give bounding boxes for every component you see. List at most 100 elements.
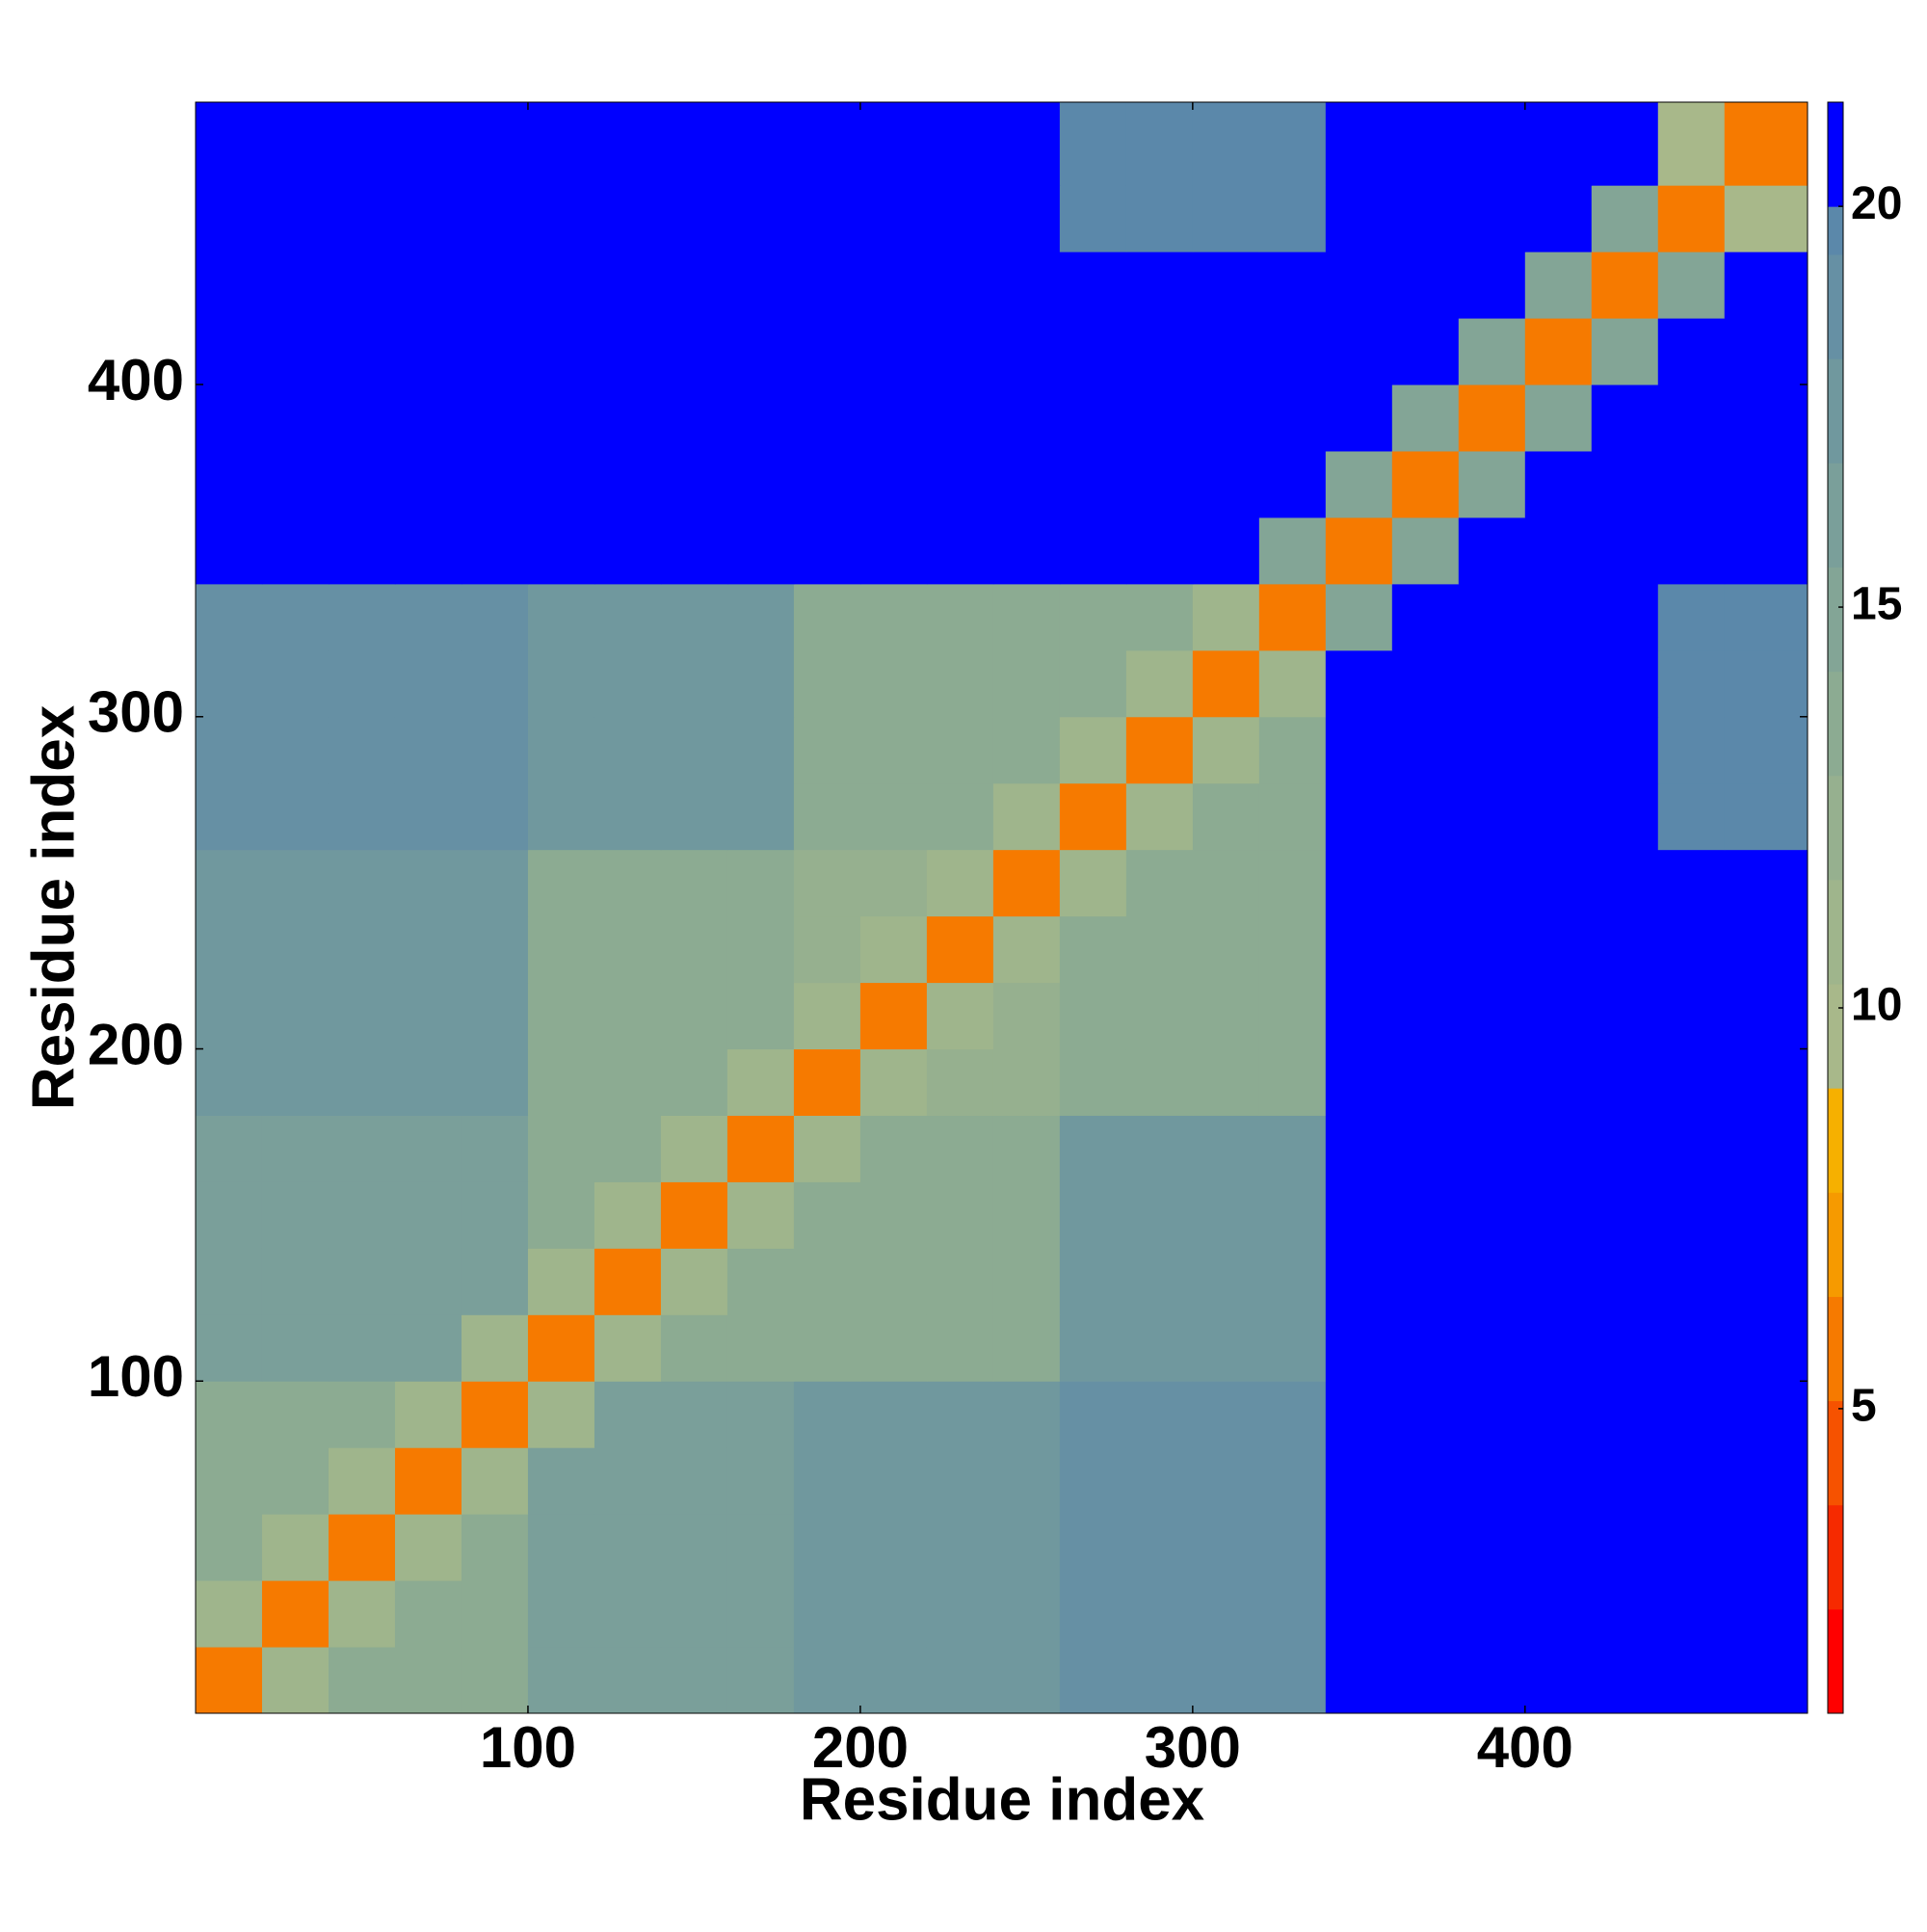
heatmap-cell <box>1125 185 1194 252</box>
heatmap-cell <box>527 649 595 718</box>
heatmap-cell <box>926 1048 994 1116</box>
heatmap-cell <box>196 1248 263 1315</box>
heatmap-cell <box>1192 1381 1260 1448</box>
heatmap-cell <box>859 915 928 984</box>
heatmap-cell <box>859 1181 928 1249</box>
heatmap-cell <box>394 516 462 585</box>
heatmap-cell <box>1657 1115 1726 1182</box>
heatmap-cell <box>1125 1580 1194 1648</box>
heatmap-cell <box>859 1647 928 1714</box>
heatmap-cell <box>1258 649 1327 718</box>
heatmap-cell <box>1458 782 1526 851</box>
heatmap-cell <box>859 384 928 452</box>
heatmap-cell <box>726 1514 795 1581</box>
heatmap-cell <box>196 915 263 984</box>
heatmap-cell <box>793 318 861 385</box>
colorbar-band <box>1828 879 1843 985</box>
heatmap-cell <box>1391 185 1460 252</box>
heatmap-cell <box>926 1514 994 1581</box>
heatmap-cell <box>1258 1381 1327 1448</box>
heatmap-cell <box>992 1115 1061 1182</box>
heatmap-cell <box>1591 384 1659 452</box>
heatmap-cell <box>594 450 662 518</box>
heatmap-cell <box>1192 583 1260 651</box>
heatmap-cell <box>1325 1580 1393 1648</box>
heatmap-cell <box>461 1181 529 1249</box>
heatmap-cell <box>1059 915 1127 984</box>
heatmap-cell <box>1325 583 1393 651</box>
heatmap-cell <box>1059 102 1127 186</box>
heatmap-cell <box>1125 1048 1194 1116</box>
heatmap-cell <box>261 1381 330 1448</box>
heatmap-cell <box>660 782 728 851</box>
heatmap-cell <box>394 251 462 319</box>
heatmap-cell <box>1524 1048 1593 1116</box>
heatmap-cell <box>527 102 595 186</box>
heatmap-cell <box>1524 782 1593 851</box>
heatmap-cell <box>793 782 861 851</box>
heatmap-cell <box>1192 102 1260 186</box>
heatmap-cell <box>1059 1248 1127 1315</box>
heatmap-cell <box>328 982 396 1050</box>
heatmap-cell <box>196 1314 263 1382</box>
heatmap-cell <box>1724 102 1808 186</box>
heatmap-cell <box>328 102 396 186</box>
heatmap-cell <box>1458 1381 1526 1448</box>
heatmap-cell <box>1391 1381 1460 1448</box>
heatmap-cell <box>992 1381 1061 1448</box>
heatmap-cell <box>726 251 795 319</box>
heatmap-cell <box>859 849 928 917</box>
heatmap-cell <box>926 450 994 518</box>
heatmap-cell <box>461 915 529 984</box>
heatmap-cell <box>261 782 330 851</box>
heatmap-cell <box>328 1580 396 1648</box>
heatmap-cell <box>1458 516 1526 585</box>
heatmap-cell <box>1591 583 1659 651</box>
heatmap-cell <box>926 649 994 718</box>
heatmap-cell <box>1591 1248 1659 1315</box>
heatmap-cell <box>196 1181 263 1249</box>
heatmap-cell <box>859 1580 928 1648</box>
heatmap-cell <box>461 102 529 186</box>
heatmap-cell <box>859 782 928 851</box>
heatmap-cell <box>594 915 662 984</box>
heatmap-cell <box>992 1580 1061 1648</box>
heatmap-cell <box>660 716 728 784</box>
heatmap-cell <box>1524 450 1593 518</box>
heatmap-cell <box>196 251 263 319</box>
heatmap-cell <box>1258 450 1327 518</box>
heatmap-cell <box>793 1181 861 1249</box>
heatmap-cell <box>1657 1514 1726 1581</box>
heatmap-cell <box>328 849 396 917</box>
heatmap-cell <box>1591 1447 1659 1515</box>
colorbar-band <box>1828 1504 1843 1610</box>
heatmap-cell <box>394 450 462 518</box>
heatmap-cell <box>726 1580 795 1648</box>
heatmap-cell <box>1458 318 1526 385</box>
heatmap-cell <box>196 1647 263 1714</box>
heatmap-cell <box>1391 1248 1460 1315</box>
heatmap-cell <box>1192 251 1260 319</box>
heatmap-cell <box>1458 1580 1526 1648</box>
heatmap-cell <box>859 185 928 252</box>
heatmap-cell <box>992 1447 1061 1515</box>
heatmap-cell <box>1258 384 1327 452</box>
heatmap-cell <box>726 318 795 385</box>
heatmap-cell <box>1192 185 1260 252</box>
colorbar-band <box>1828 671 1843 777</box>
heatmap-cell <box>1192 1514 1260 1581</box>
heatmap-cell <box>1258 782 1327 851</box>
heatmap-cell <box>1591 716 1659 784</box>
heatmap-cell <box>196 1447 263 1515</box>
heatmap-cell <box>1591 649 1659 718</box>
heatmap-cell <box>1325 1381 1393 1448</box>
heatmap-cell <box>1591 1647 1659 1714</box>
heatmap-cell <box>1391 102 1460 186</box>
heatmap-cell <box>196 1580 263 1648</box>
heatmap-cell <box>1391 1647 1460 1714</box>
heatmap-cell <box>726 982 795 1050</box>
heatmap-cell <box>859 1048 928 1116</box>
colorbar-band <box>1828 984 1843 1089</box>
heatmap-cell <box>1458 1248 1526 1315</box>
heatmap-cell <box>594 1381 662 1448</box>
